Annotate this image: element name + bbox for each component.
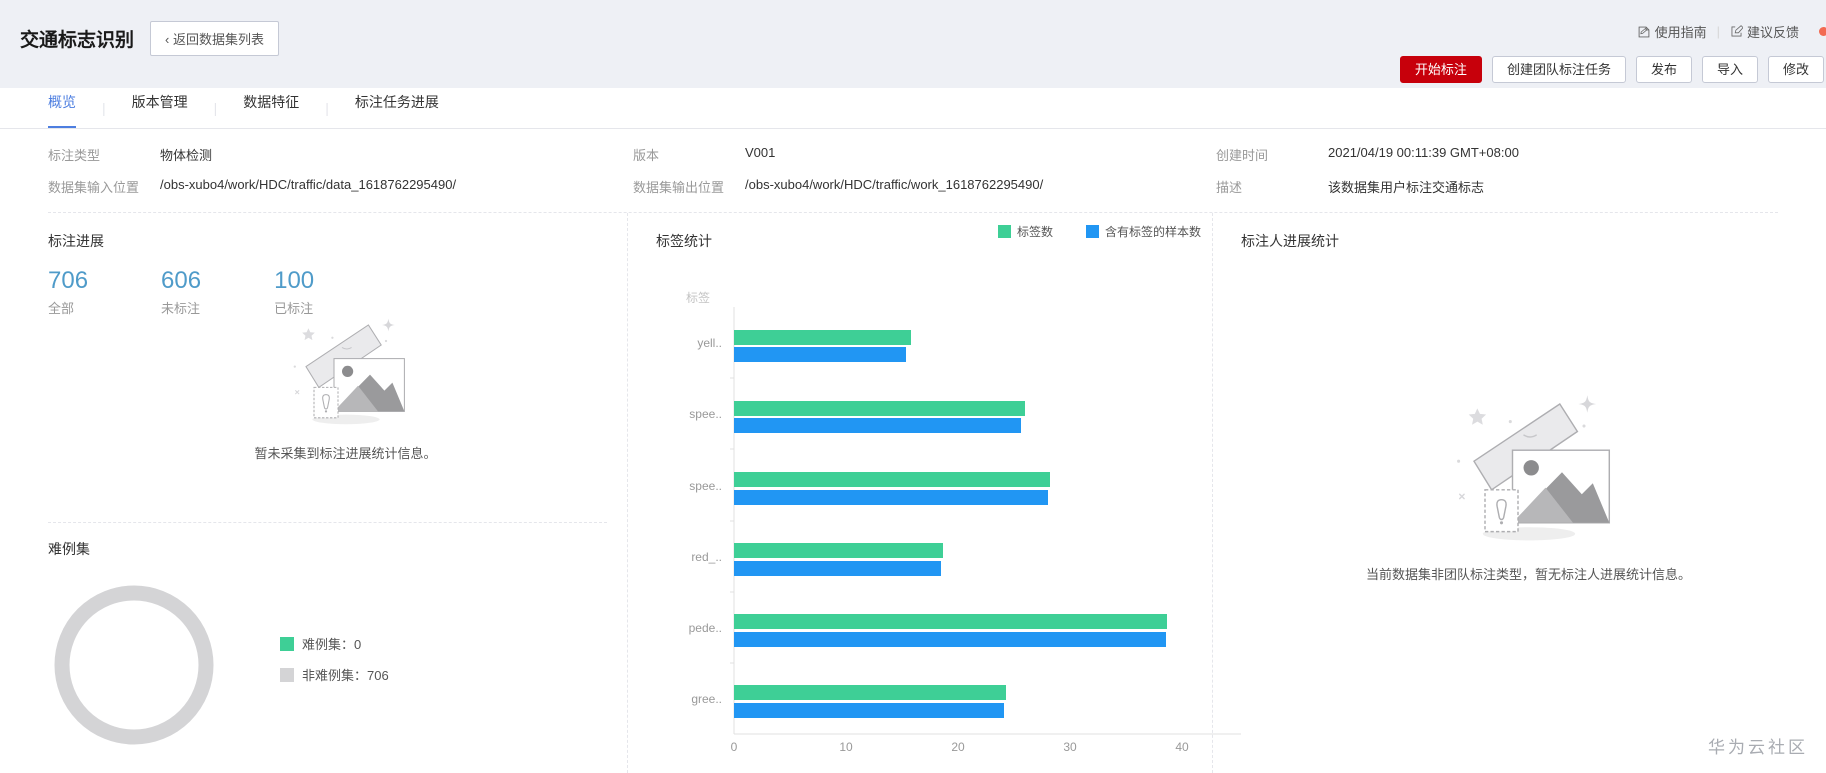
svg-text:0: 0: [731, 740, 738, 754]
svg-text:30: 30: [1063, 740, 1077, 754]
svg-text:pede..: pede..: [689, 621, 722, 635]
svg-text:red_..: red_..: [691, 550, 722, 564]
svg-text:20: 20: [951, 740, 965, 754]
svg-text:spee..: spee..: [689, 407, 722, 421]
svg-text:gree..: gree..: [691, 692, 722, 706]
svg-text:yell..: yell..: [697, 336, 722, 350]
svg-text:40: 40: [1175, 740, 1189, 754]
svg-text:10: 10: [839, 740, 853, 754]
svg-text:spee..: spee..: [689, 479, 722, 493]
